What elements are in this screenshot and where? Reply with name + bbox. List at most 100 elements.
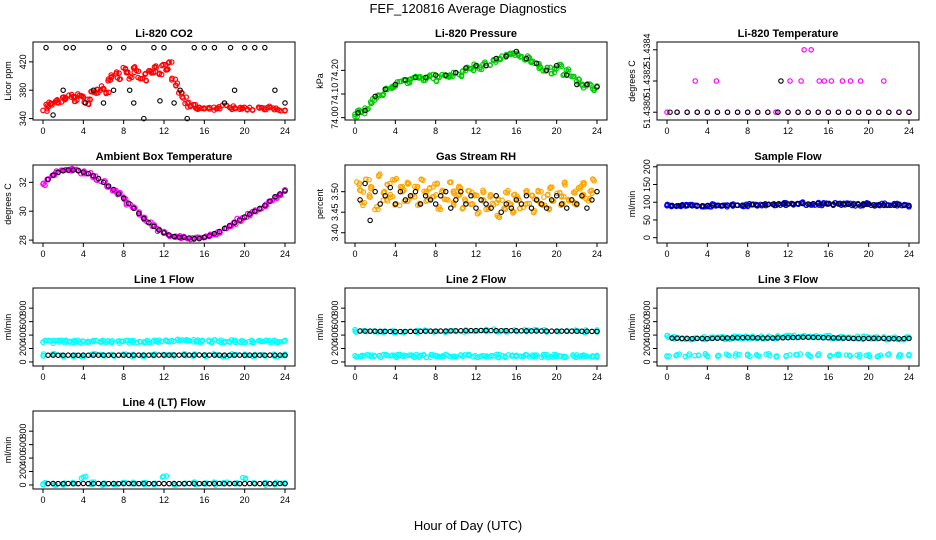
average-point	[75, 168, 82, 174]
data-point	[692, 352, 698, 359]
x-tick-label: 20	[864, 126, 874, 136]
data-point	[120, 338, 126, 345]
data-point	[63, 337, 69, 344]
average-point	[860, 201, 867, 208]
average-point	[60, 480, 66, 487]
data-point	[163, 352, 169, 358]
data-point	[702, 350, 709, 357]
average-point	[473, 205, 479, 211]
average-point	[679, 202, 685, 209]
average-point	[448, 328, 454, 334]
average-point	[262, 480, 268, 487]
data-point	[757, 201, 764, 208]
data-point	[366, 176, 372, 183]
average-point	[749, 335, 756, 341]
average-point	[563, 205, 570, 211]
average-point	[191, 235, 198, 242]
average-point	[815, 334, 821, 341]
data-point	[380, 91, 387, 98]
data-point	[372, 206, 378, 213]
average-point	[563, 72, 570, 78]
average-point	[95, 480, 102, 487]
data-point	[73, 338, 79, 345]
data-point	[384, 181, 390, 188]
average-point	[262, 44, 268, 51]
average-point	[397, 328, 404, 335]
data-point	[108, 74, 115, 80]
data-point	[169, 75, 175, 82]
data-point	[507, 50, 514, 57]
average-point	[478, 197, 484, 203]
x-tick-label: 20	[864, 249, 874, 259]
x-tick-label: 20	[240, 495, 250, 505]
average-point	[528, 205, 535, 211]
data-point	[537, 63, 543, 70]
data-point	[783, 353, 789, 360]
x-tick-label: 12	[159, 249, 169, 259]
y-tick-label: 600	[642, 314, 652, 329]
x-tick-label: 4	[393, 249, 398, 259]
y-tick-label: 51.4380	[642, 96, 652, 129]
data-point	[445, 197, 451, 203]
data-point	[465, 187, 472, 194]
data-point	[168, 59, 175, 65]
average-point	[216, 480, 223, 487]
data-point	[818, 201, 824, 207]
average-point	[468, 327, 474, 334]
average-point	[765, 109, 771, 115]
data-point	[400, 353, 406, 360]
average-point	[181, 234, 187, 240]
average-point	[231, 352, 238, 358]
average-point	[221, 225, 228, 232]
average-point	[231, 220, 238, 226]
data-point	[74, 97, 80, 104]
average-point	[815, 200, 821, 207]
average-point	[125, 200, 132, 207]
average-point	[790, 201, 796, 207]
average-point	[60, 87, 66, 93]
average-point	[211, 480, 218, 487]
y-axis-label: ml/min	[627, 191, 637, 218]
data-point	[132, 480, 139, 487]
average-point	[55, 480, 61, 487]
data-point	[530, 353, 537, 360]
y-tick-label: 0	[642, 235, 652, 240]
data-point	[48, 100, 55, 107]
average-point	[191, 480, 198, 487]
panel-title: Line 1 Flow	[134, 274, 194, 286]
data-point	[747, 353, 753, 360]
average-point	[886, 335, 892, 342]
average-point	[704, 335, 711, 342]
data-point	[244, 107, 251, 113]
average-point	[815, 109, 821, 115]
data-point	[198, 105, 205, 112]
data-point	[113, 69, 120, 75]
average-point	[694, 109, 700, 115]
data-point	[517, 54, 524, 60]
average-point	[739, 202, 746, 208]
average-point	[372, 93, 378, 100]
average-point	[80, 352, 87, 358]
average-point	[765, 335, 771, 341]
average-point	[110, 87, 117, 93]
data-point	[580, 85, 587, 91]
average-point	[574, 201, 580, 207]
average-point	[805, 201, 811, 207]
average-point	[151, 352, 157, 358]
average-point	[674, 203, 680, 209]
average-point	[246, 352, 253, 358]
data-point	[692, 78, 699, 84]
average-point	[523, 328, 530, 334]
average-point	[765, 201, 771, 208]
y-tick-label: 74.10	[330, 83, 340, 106]
data-point	[380, 197, 387, 203]
data-point	[532, 353, 539, 360]
average-point	[277, 191, 283, 197]
data-point	[538, 188, 544, 195]
average-point	[70, 167, 77, 173]
data-point	[821, 78, 828, 84]
average-point	[43, 44, 49, 51]
average-point	[176, 234, 182, 240]
data-point	[906, 351, 912, 358]
average-point	[45, 352, 51, 358]
